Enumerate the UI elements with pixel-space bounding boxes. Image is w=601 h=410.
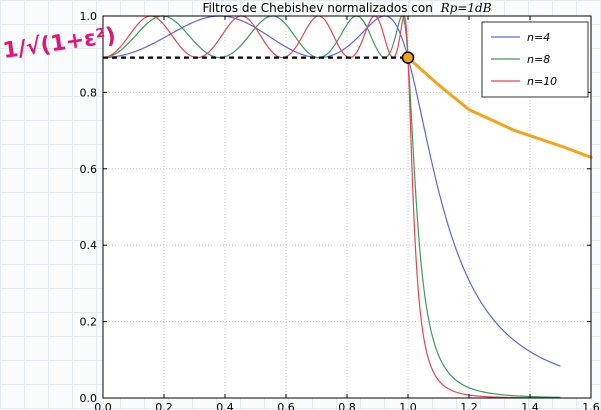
y-tick-label: 0.4 [80, 239, 98, 252]
x-tick-label: 0.4 [216, 401, 234, 410]
y-tick-label: 0.6 [80, 163, 98, 176]
y-tick-label: 1.0 [80, 10, 98, 23]
legend-label-n8: n=8 [527, 53, 550, 66]
x-tick-label: 0.8 [338, 401, 356, 410]
legend: n=4 n=8 n=10 [481, 21, 589, 98]
chart-title-text: Filtros de Chebishev normalizados con [202, 1, 432, 15]
series-line-n10 [102, 14, 561, 399]
axis-ticks: 0.0 0.2 0.4 0.6 0.8 1.0 1.2 1.4 1.6 0.0 0.2 0.4 0.6 0… [80, 10, 600, 410]
legend-label-n10: n=10 [527, 75, 557, 88]
x-tick-label: 1.2 [460, 401, 478, 410]
x-tick-label: 0.2 [155, 401, 173, 410]
cutoff-marker-dot [401, 51, 415, 64]
x-tick-label: 1.4 [521, 401, 539, 410]
highlight-curve [406, 56, 593, 159]
chart-title-math: Rp=1dB [440, 1, 492, 15]
legend-label-n4: n=4 [527, 31, 550, 44]
x-tick-label: 1.6 [582, 401, 600, 410]
y-tick-label: 0.8 [80, 86, 98, 99]
chart-title: Filtros de Chebishev normalizados con Rp… [202, 1, 491, 15]
x-tick-label: 0.6 [277, 401, 295, 410]
x-tick-label: 0.0 [94, 401, 112, 410]
x-tick-label: 1.0 [399, 401, 417, 410]
series-line-n8 [102, 15, 561, 398]
y-tick-label: 0.0 [80, 392, 98, 405]
handwritten-note: 1/√(1+ε²) [1, 23, 117, 64]
series-line-n4 [103, 15, 561, 367]
annotations [103, 51, 593, 159]
y-tick-label: 0.2 [80, 316, 98, 329]
series-lines [102, 14, 561, 399]
